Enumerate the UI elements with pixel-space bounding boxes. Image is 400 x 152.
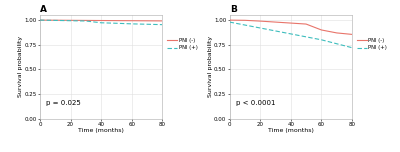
Text: p < 0.0001: p < 0.0001	[236, 100, 275, 106]
Y-axis label: Survival probability: Survival probability	[18, 36, 23, 97]
Text: p = 0.025: p = 0.025	[46, 100, 81, 106]
Legend: PNI (-), PNI (+): PNI (-), PNI (+)	[357, 38, 387, 50]
X-axis label: Time (months): Time (months)	[78, 128, 124, 133]
Text: B: B	[230, 5, 236, 14]
Legend: PNI (-), PNI (+): PNI (-), PNI (+)	[168, 38, 197, 50]
Text: A: A	[40, 5, 47, 14]
X-axis label: Time (months): Time (months)	[268, 128, 314, 133]
Y-axis label: Survival probability: Survival probability	[208, 36, 212, 97]
